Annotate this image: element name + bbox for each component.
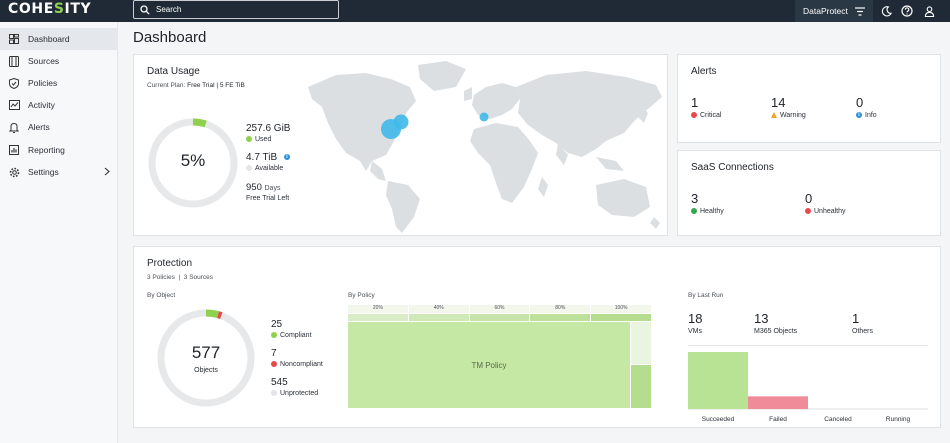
shield-icon [8, 77, 20, 89]
alert-critical[interactable]: 1 Critical [691, 95, 722, 119]
scale-tick: 40% [408, 305, 469, 313]
noncompliant-arc [157, 309, 255, 407]
sidebar-item-label: Policies [28, 78, 58, 88]
location-marker[interactable] [479, 112, 489, 122]
protection-summary: 3 Policies | 3 Sources [147, 274, 214, 281]
world-map [308, 61, 662, 233]
alert-warning[interactable]: 14 Warning [771, 95, 806, 119]
compliant-stat[interactable]: 25 Compliant [271, 319, 312, 339]
bar-label: Failed [769, 416, 787, 423]
sidebar-item-reporting[interactable]: Reporting [0, 139, 118, 161]
saas-healthy[interactable]: 3 Healthy [691, 191, 724, 215]
protection-card: Protection 3 Policies | 3 Sources By Obj… [133, 246, 941, 428]
policy-scale-bar [348, 314, 651, 321]
search-placeholder: Search [156, 5, 182, 14]
trial-days-stat: 950 Days Free Trial Left [246, 182, 290, 202]
available-stat: 4.7 TiB i Available [246, 152, 293, 172]
others-stat[interactable]: 1 Others [852, 311, 874, 335]
sidebar-item-label: Alerts [28, 122, 50, 132]
alert-info[interactable]: 0 i Info [856, 95, 877, 119]
current-plan: Current Plan: Free Trial | 5 FE TiB [147, 82, 245, 89]
sources-icon [8, 55, 20, 67]
by-object-title: By Object [147, 292, 176, 299]
vms-stat[interactable]: 18 VMs [688, 311, 703, 335]
divider [688, 345, 928, 346]
alerts-title: Alerts [691, 66, 717, 77]
warning-icon [771, 112, 777, 119]
saas-title: SaaS Connections [691, 162, 774, 173]
info-icon[interactable]: i [283, 154, 290, 161]
page-title: Dashboard [133, 29, 207, 46]
activity-icon [8, 99, 20, 111]
scale-tick: 60% [469, 305, 530, 313]
error-icon [805, 208, 811, 215]
data-usage-card: Data Usage Current Plan: Free Trial | 5 … [133, 54, 668, 236]
sidebar-item-sources[interactable]: Sources [0, 50, 118, 72]
info-icon: i [856, 112, 862, 119]
protection-title: Protection [147, 258, 193, 269]
top-bar: COHESITY Search DataProtect [0, 0, 950, 22]
last-run-chart: Succeeded Failed Canceled Running [688, 352, 928, 423]
bar-label: Succeeded [702, 416, 735, 423]
scale-tick: 80% [530, 305, 591, 313]
scale-tick: 100% [591, 305, 651, 313]
sidebar-item-label: Dashboard [28, 34, 70, 44]
critical-icon [691, 112, 697, 119]
check-icon [691, 208, 697, 215]
search-icon [140, 4, 150, 15]
sidebar-item-label: Activity [28, 100, 55, 110]
moon-icon[interactable] [879, 4, 893, 18]
tm-policy-label: TM Policy [471, 360, 507, 370]
bar-succeeded[interactable] [688, 352, 748, 409]
compliant-arc [157, 309, 255, 407]
gear-icon [8, 166, 20, 178]
sidebar-item-dashboard[interactable]: Dashboard [0, 28, 118, 50]
context-label: DataProtect [803, 6, 848, 16]
filter-icon [854, 6, 865, 16]
bell-icon [8, 121, 20, 133]
help-icon[interactable] [900, 4, 914, 18]
alerts-card: Alerts 1 Critical 14 Warning 0 i Info [677, 54, 941, 143]
policy-scale: 20% 40% 60% 80% 100% [348, 305, 651, 313]
dashboard-icon [8, 33, 20, 45]
tm-policy-block[interactable]: TM Policy [348, 322, 630, 408]
location-marker[interactable] [393, 114, 409, 130]
bar-label: Canceled [824, 416, 852, 423]
chevron-right-icon [104, 167, 110, 176]
saas-connections-card: SaaS Connections 3 Healthy 0 Unhealthy [677, 150, 941, 236]
unprotected-stat[interactable]: 545 Unprotected [271, 377, 319, 397]
search-input[interactable]: Search [133, 0, 339, 19]
usage-donut [148, 118, 238, 208]
objects-total: 577 [191, 343, 221, 362]
data-usage-title: Data Usage [147, 66, 200, 77]
sidebar-item-policies[interactable]: Policies [0, 72, 118, 94]
sidebar-item-label: Sources [28, 56, 60, 66]
sidebar-item-alerts[interactable]: Alerts [0, 116, 118, 138]
bar-failed[interactable] [748, 396, 808, 409]
sidebar-item-activity[interactable]: Activity [0, 94, 118, 116]
chart-icon [8, 144, 20, 156]
usage-arc [148, 118, 238, 208]
policy-block[interactable] [631, 365, 651, 408]
user-icon[interactable] [922, 4, 936, 18]
used-stat: 257.6 GiB Used [246, 123, 291, 143]
cohesity-logo[interactable]: COHESITY [8, 1, 92, 17]
objects-donut [157, 309, 255, 407]
usage-percent: 5% [180, 151, 206, 170]
location-markers [381, 112, 489, 139]
sidebar-item-settings[interactable]: Settings [0, 161, 118, 183]
bar-label: Running [886, 416, 911, 423]
saas-unhealthy[interactable]: 0 Unhealthy [805, 191, 846, 215]
objects-label: Objects [194, 367, 218, 374]
by-last-run-title: By Last Run [688, 292, 724, 299]
sidebar-item-label: Reporting [28, 145, 65, 155]
noncompliant-stat[interactable]: 7 Noncompliant [271, 348, 323, 368]
scale-tick: 20% [348, 305, 408, 313]
by-policy-title: By Policy [348, 292, 375, 299]
sidebar-item-label: Settings [28, 167, 59, 177]
policy-block[interactable] [631, 322, 651, 364]
context-selector[interactable]: DataProtect [795, 0, 873, 22]
sidebar: Dashboard Sources Policies Activity Aler… [0, 22, 118, 443]
m365-stat[interactable]: 13 M365 Objects [754, 311, 798, 335]
